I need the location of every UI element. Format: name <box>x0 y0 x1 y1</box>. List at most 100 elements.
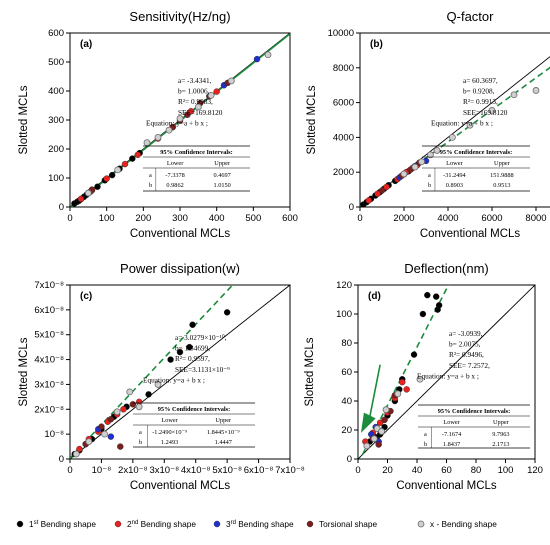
data-point <box>184 111 191 118</box>
legend-marker <box>114 520 122 528</box>
data-point <box>411 163 419 171</box>
stat-line: a= 3.0279×10⁻¹⁰, <box>175 333 227 342</box>
data-point <box>135 403 143 411</box>
ci-value: 2.1713 <box>492 441 509 448</box>
data-point <box>129 155 136 162</box>
stat-line: a= -3.0939, <box>449 329 483 338</box>
data-point <box>117 443 124 450</box>
data-point <box>154 381 162 388</box>
stat-line: b= 1.0006, <box>178 87 210 96</box>
data-point <box>84 189 92 197</box>
data-point <box>176 115 184 122</box>
equation-text: Equation: y=a + b x ; <box>431 118 493 127</box>
x-tick-label: 0 <box>357 213 362 224</box>
ci-value: 1.4447 <box>215 439 232 446</box>
legend-label: Torsional shape <box>319 519 378 529</box>
ci-head: Lower <box>446 160 463 167</box>
data-point <box>143 139 151 147</box>
data-point <box>418 158 426 166</box>
stats-block: a= -3.0939, b= 2.0075,R²= 0.9496, SEE= 7.2… <box>417 329 490 380</box>
data-point <box>103 175 110 182</box>
stat-line: SEE=169.8120 <box>463 108 508 117</box>
y-tick-label: 600 <box>48 28 64 39</box>
y-tick-label: 100 <box>48 173 64 184</box>
data-point <box>510 91 518 99</box>
y-tick-label: 40 <box>341 396 352 407</box>
data-point <box>107 433 115 440</box>
data-point <box>145 391 152 398</box>
y-tick-label: 2x10⁻⁸ <box>34 404 64 415</box>
ci-value: 151.9888 <box>490 172 514 179</box>
data-point <box>120 406 127 413</box>
data-point <box>410 351 418 358</box>
x-tick-label: 0 <box>355 465 360 476</box>
ci-value: -31.2494 <box>443 172 466 179</box>
data-point <box>134 151 142 159</box>
equation-text: Equation: y=a + b x ; <box>143 375 205 384</box>
data-point <box>154 133 162 141</box>
ci-row-label: b <box>139 439 142 446</box>
data-point <box>264 51 272 59</box>
x-tick-label: 40 <box>412 465 423 476</box>
data-point <box>488 107 496 114</box>
data-point <box>72 450 80 458</box>
data-point <box>363 442 371 450</box>
x-tick-label: 0 <box>67 213 72 224</box>
ci-row-label: b <box>428 182 431 189</box>
data-point <box>394 390 402 398</box>
x-tick-label: 6000 <box>481 213 502 224</box>
ci-title: 95% Confidence Intervals: <box>438 408 510 415</box>
legend-marker <box>16 520 24 528</box>
ci-row-label: a <box>149 172 152 179</box>
x-tick-label: 3x10⁻⁸ <box>149 465 179 476</box>
legend-marker <box>417 520 425 528</box>
y-tick-label: 400 <box>48 86 64 97</box>
ci-head: Upper <box>493 419 510 426</box>
stat-line: a= -3.4341, <box>178 76 212 85</box>
data-point <box>383 183 390 191</box>
panel-d: Deflection(nm) 0 20 40 60 80 100 120 0 20 40 60 80 10… <box>304 261 543 492</box>
data-point <box>114 166 122 174</box>
legend-label: 3rd Bending shape <box>226 519 294 529</box>
legend: 1st Bending shape 2nd Bending shape 3rd Be… <box>16 519 497 529</box>
data-point <box>374 190 381 197</box>
ci-table: 95% Confidence Intervals: Lower Upper a -31.… <box>422 145 530 192</box>
panel-b: Q-factor 0 2000 4000 6000 8000 10000 0 2000 4000 6… <box>306 9 550 240</box>
stat-line: b= 0.9208, <box>463 87 495 96</box>
x-tick-label: 600 <box>282 213 298 224</box>
legend-label: 2nd Bending shape <box>127 519 196 529</box>
data-point <box>129 401 137 408</box>
y-tick-label: 0 <box>349 202 354 213</box>
x-tick-label: 300 <box>172 213 188 224</box>
data-point <box>108 171 116 179</box>
chart-title: Sensitivity(Hz/ng) <box>129 9 230 24</box>
y-tick-label: 4000 <box>333 132 354 143</box>
y-tick-label: 3x10⁻⁸ <box>34 379 64 390</box>
data-point <box>370 435 378 443</box>
data-point <box>189 321 196 328</box>
data-point <box>381 416 388 424</box>
y-tick-label: 0 <box>59 202 64 213</box>
y-tick-label: 2000 <box>333 167 354 178</box>
data-point <box>77 195 85 203</box>
y-tick-label: 4x10⁻⁸ <box>34 355 64 366</box>
data-point <box>378 428 386 435</box>
panel-c: Power dissipation(w)0 10⁻⁸ 2x10⁻⁸ 3x10⁻⁸ 4x1… <box>18 261 305 492</box>
x-tick-label: 5x10⁻⁸ <box>212 465 242 476</box>
panel-a: Sensitivity(Hz/ng) 0 100 200 300 400 500 600 0 10… <box>18 9 298 240</box>
ci-title: 95% Confidence Intervals: <box>158 406 230 413</box>
x-tick-label: 2x10⁻⁸ <box>118 465 148 476</box>
data-point <box>207 91 215 99</box>
data-point <box>435 302 443 309</box>
ci-value: -1.2490×10⁻⁹ <box>152 429 188 436</box>
x-tick-label: 200 <box>135 213 151 224</box>
data-point <box>375 441 382 448</box>
data-point <box>165 126 173 134</box>
data-point <box>253 55 261 63</box>
data-point <box>532 87 540 94</box>
ci-value: 1.8445×10⁻⁹ <box>207 429 240 436</box>
y-tick-label: 300 <box>48 115 64 126</box>
stat-line: R²= 0.9496, <box>449 350 484 359</box>
plot-frame <box>69 284 291 460</box>
